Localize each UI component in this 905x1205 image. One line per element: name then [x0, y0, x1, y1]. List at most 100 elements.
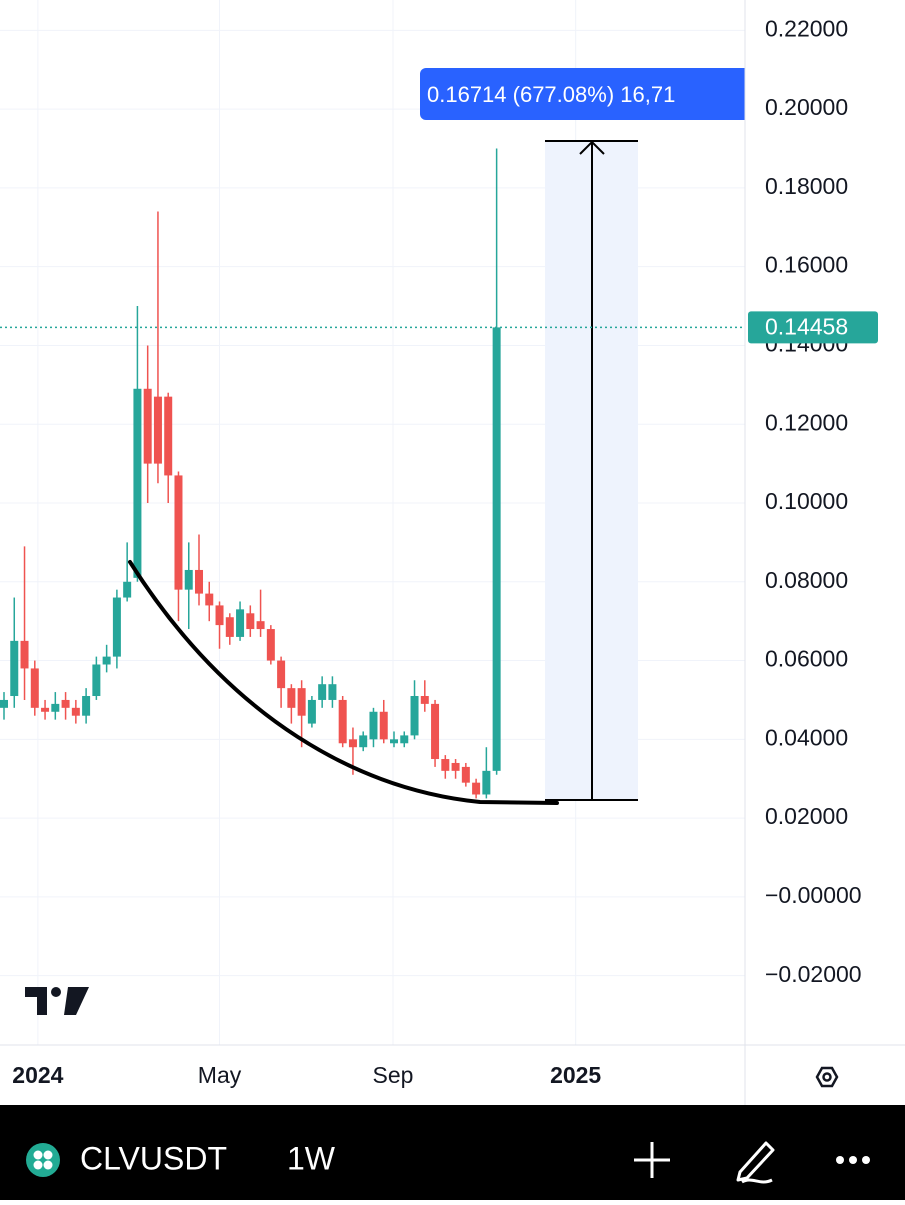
- symbol-icon: [26, 1143, 60, 1177]
- measure-label-box: [420, 68, 745, 120]
- y-tick-label: 0.18000: [765, 173, 848, 199]
- background: [0, 0, 905, 1105]
- dot[interactable]: [862, 1156, 870, 1164]
- candle-body: [451, 762, 460, 771]
- candle-body: [420, 696, 429, 704]
- dot[interactable]: [836, 1156, 844, 1164]
- candle-body: [256, 621, 265, 630]
- icon-petal: [33, 1150, 43, 1160]
- candle-body: [41, 707, 50, 712]
- candle-body: [133, 388, 142, 578]
- candle-body: [307, 699, 316, 724]
- symbol-icon-bg: [26, 1143, 60, 1177]
- candle-body: [153, 396, 162, 464]
- interval[interactable]: 1W: [287, 1140, 336, 1176]
- y-tick-label: 0.08000: [765, 567, 848, 593]
- candle-body: [266, 629, 275, 661]
- candle-body: [431, 703, 440, 760]
- candle-body: [379, 711, 388, 740]
- candle-body: [205, 593, 214, 606]
- candle-body: [359, 735, 368, 748]
- x-tick-label: Sep: [373, 1062, 414, 1088]
- last-price-box: [748, 311, 878, 344]
- y-tick-label: 0.06000: [765, 646, 848, 672]
- candles: [0, 148, 501, 799]
- symbol[interactable]: CLVUSDT: [80, 1140, 227, 1176]
- candle-body: [328, 684, 337, 700]
- candle-body: [61, 699, 70, 708]
- icon-petal: [43, 1150, 53, 1160]
- candle-body: [472, 782, 481, 795]
- candle-body: [236, 609, 245, 637]
- candle-body: [482, 770, 491, 795]
- pen-line[interactable]: [741, 1178, 773, 1184]
- candle-body: [123, 581, 132, 598]
- logo-v: [64, 987, 89, 1015]
- logo-t: [25, 987, 47, 1015]
- bottom-bar: [0, 1105, 905, 1200]
- y-tick-label: 0.22000: [765, 15, 848, 41]
- candle-body: [30, 668, 39, 708]
- y-tick-label: 0.12000: [765, 409, 848, 435]
- candle-body: [102, 656, 111, 665]
- dot[interactable]: [849, 1156, 857, 1164]
- y-tick-label: −0.00000: [765, 882, 862, 908]
- draw-button[interactable]: [736, 1141, 775, 1184]
- candle-body: [71, 707, 80, 716]
- x-tick-label: 2025: [550, 1062, 601, 1088]
- candle-body: [164, 396, 173, 476]
- candle-body: [0, 699, 9, 708]
- settings-hex[interactable]: [815, 1066, 839, 1088]
- y-tick-label: 0.20000: [765, 94, 848, 120]
- candle-body: [400, 735, 409, 744]
- candle-body: [318, 684, 327, 700]
- candle-body: [143, 388, 152, 464]
- candle-body: [10, 640, 19, 697]
- measure-arrowhead: [579, 140, 605, 155]
- candle-body: [410, 696, 419, 736]
- time-axis: 2024 May Sep 2025: [12, 1062, 601, 1088]
- candle-body: [369, 711, 378, 740]
- y-tick-label: 0.04000: [765, 724, 848, 750]
- y-tick-label: 0.02000: [765, 803, 848, 829]
- candle-body: [246, 613, 255, 630]
- last-price-label: 0.14458: [765, 313, 848, 339]
- more-button[interactable]: [836, 1156, 870, 1164]
- candle-body: [184, 569, 193, 590]
- settings-icon[interactable]: [815, 1066, 839, 1088]
- candle-body: [287, 688, 296, 708]
- x-tick-label: 2024: [12, 1062, 63, 1088]
- settings-dot[interactable]: [822, 1072, 832, 1082]
- candle-body: [82, 696, 91, 716]
- candle-body: [215, 605, 224, 626]
- candle-body: [225, 617, 234, 637]
- candle-body: [297, 688, 306, 716]
- candle-body: [492, 327, 501, 771]
- candle-body: [390, 739, 399, 744]
- icon-petal: [43, 1160, 53, 1170]
- measure-label: 0.16714 (677.08%) 16,71: [427, 82, 675, 107]
- add-button[interactable]: [634, 1142, 670, 1178]
- candle-body: [20, 640, 29, 669]
- y-tick-label: 0.16000: [765, 252, 848, 278]
- candle-body: [338, 699, 347, 744]
- candle-body: [195, 569, 204, 594]
- candle-body: [461, 766, 470, 783]
- candle-body: [441, 759, 450, 771]
- tradingview-logo: [25, 987, 89, 1015]
- price-axis: 0.220000.200000.180000.160000.140000.120…: [765, 15, 862, 986]
- icon-petal: [33, 1160, 43, 1170]
- candle-body: [92, 664, 101, 697]
- candle-body: [51, 703, 60, 712]
- x-tick-label: May: [198, 1062, 242, 1088]
- logo-dot: [51, 987, 61, 997]
- candle-body: [348, 739, 357, 748]
- pen[interactable]: [736, 1141, 775, 1182]
- plot-area: 0.16714 (677.08%) 16,71: [0, 0, 745, 1045]
- y-tick-label: 0.10000: [765, 488, 848, 514]
- candle-body: [174, 475, 183, 590]
- y-tick-label: −0.02000: [765, 961, 862, 987]
- drawn-curve: [128, 560, 559, 805]
